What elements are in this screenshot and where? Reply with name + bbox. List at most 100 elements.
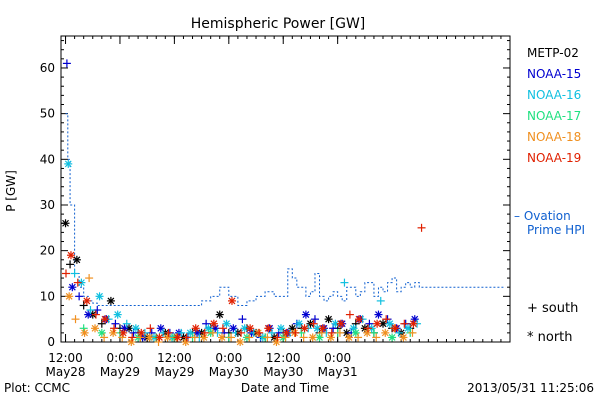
data-point-noaa-19 <box>309 319 318 328</box>
data-points <box>61 59 426 346</box>
x-tick-time-label: 12:00 <box>157 351 192 365</box>
data-point-noaa-19 <box>173 333 182 342</box>
data-point-noaa-17 <box>79 324 88 333</box>
data-point-noaa-18 <box>145 333 154 342</box>
data-point-noaa-19 <box>209 319 218 328</box>
x-tick-time-label: 12:00 <box>48 351 83 365</box>
data-point-noaa-16 <box>394 328 403 337</box>
ovation-path <box>65 113 506 306</box>
legend-item-noaa-17: NOAA-17 <box>527 109 581 123</box>
data-point-noaa-16 <box>64 159 73 168</box>
data-point-noaa-19 <box>327 328 336 337</box>
data-point-metp-02 <box>215 310 224 319</box>
data-point-noaa-18 <box>399 333 408 342</box>
data-point-noaa-18 <box>281 333 290 342</box>
legend-item-metp-02: METP-02 <box>527 46 579 60</box>
data-point-noaa-19 <box>91 310 100 319</box>
y-tick-label: 10 <box>40 289 55 303</box>
data-point-noaa-19 <box>336 319 345 328</box>
data-point-noaa-19 <box>164 328 173 337</box>
chart-title: Hemispheric Power [GW] <box>191 16 366 32</box>
data-point-noaa-18 <box>85 274 94 283</box>
data-point-noaa-15 <box>68 283 77 292</box>
data-point-noaa-18 <box>236 338 245 346</box>
y-tick-label: 50 <box>40 107 55 121</box>
data-point-noaa-15 <box>301 310 310 319</box>
data-point-noaa-19 <box>66 251 75 260</box>
x-tick-time-label: 0:00 <box>324 351 351 365</box>
legend-item-noaa-16: NOAA-16 <box>527 88 581 102</box>
data-point-noaa-18 <box>163 333 172 342</box>
data-point-noaa-19 <box>128 333 137 342</box>
x-tick-date-label: May28 <box>45 365 85 379</box>
data-point-noaa-19 <box>391 324 400 333</box>
x-tick-date-label: May29 <box>154 365 194 379</box>
data-point-noaa-18 <box>372 333 381 342</box>
footer-source: Plot: CCMC <box>4 381 70 395</box>
data-point-noaa-19 <box>345 310 354 319</box>
y-axis: 0 10 20 30 40 50 60 <box>40 40 510 349</box>
data-point-noaa-18 <box>136 333 145 342</box>
data-point-noaa-18 <box>299 333 308 342</box>
data-point-noaa-18 <box>109 328 118 337</box>
footer-timestamp: 2013/05/31 11:25:06 <box>467 381 594 395</box>
data-point-noaa-16 <box>276 324 285 333</box>
data-point-noaa-19 <box>273 333 282 342</box>
data-point-noaa-19 <box>373 319 382 328</box>
data-point-metp-02 <box>324 315 333 324</box>
data-point-metp-02 <box>379 319 388 328</box>
data-point-noaa-17 <box>369 328 378 337</box>
data-point-noaa-18 <box>381 328 390 337</box>
data-point-noaa-19 <box>182 333 191 342</box>
data-point-noaa-19 <box>318 324 327 333</box>
y-tick-label: 30 <box>40 198 55 212</box>
data-point-noaa-19 <box>364 324 373 333</box>
data-point-noaa-19 <box>200 328 209 337</box>
x-tick-date-label: May30 <box>209 365 249 379</box>
data-point-noaa-19 <box>137 328 146 337</box>
data-point-noaa-16 <box>295 319 304 328</box>
data-point-noaa-16 <box>95 292 104 301</box>
data-point-noaa-19 <box>61 269 70 278</box>
data-point-noaa-18 <box>100 333 109 342</box>
data-point-noaa-19 <box>100 315 109 324</box>
legend-ovation-line1: – Ovation <box>514 209 571 223</box>
data-point-noaa-15 <box>310 315 319 324</box>
x-axis: 12:00May280:00May2912:00May290:00May3012… <box>45 36 502 379</box>
data-point-metp-02 <box>97 319 106 328</box>
data-point-noaa-18 <box>91 324 100 333</box>
data-point-noaa-18 <box>154 338 163 346</box>
data-point-metp-02 <box>72 255 81 264</box>
legend: METP-02 NOAA-15 NOAA-16 NOAA-17 NOAA-18 NOAA-… <box>514 46 585 345</box>
data-point-noaa-18 <box>344 333 353 342</box>
x-tick-time-label: 12:00 <box>266 351 301 365</box>
ovation-line <box>65 113 506 306</box>
data-point-noaa-18 <box>190 333 199 342</box>
data-point-noaa-19 <box>255 328 264 337</box>
data-point-noaa-19 <box>246 324 255 333</box>
data-point-noaa-15 <box>93 306 102 315</box>
data-point-noaa-18 <box>308 333 317 342</box>
data-point-noaa-18 <box>408 328 417 337</box>
legend-item-noaa-15: NOAA-15 <box>527 67 581 81</box>
data-point-noaa-15 <box>111 319 120 328</box>
data-point-noaa-19 <box>409 319 418 328</box>
legend-marker-south: + south <box>527 301 578 316</box>
legend-item-noaa-19: NOAA-19 <box>527 151 581 165</box>
data-point-noaa-18 <box>272 338 281 346</box>
x-axis-label: Date and Time <box>241 381 329 395</box>
data-point-noaa-19 <box>119 328 128 337</box>
data-point-noaa-19 <box>155 333 164 342</box>
data-point-noaa-16 <box>403 324 412 333</box>
data-point-metp-02 <box>79 301 88 310</box>
data-point-noaa-19 <box>264 324 273 333</box>
y-tick-label: 0 <box>47 335 55 349</box>
data-point-noaa-19 <box>227 296 236 305</box>
plot-frame <box>60 35 511 343</box>
data-point-noaa-19 <box>354 315 363 324</box>
data-point-noaa-15 <box>75 292 84 301</box>
data-point-noaa-16 <box>113 310 122 319</box>
x-tick-date-label: May30 <box>263 365 303 379</box>
data-point-noaa-18 <box>80 328 89 337</box>
